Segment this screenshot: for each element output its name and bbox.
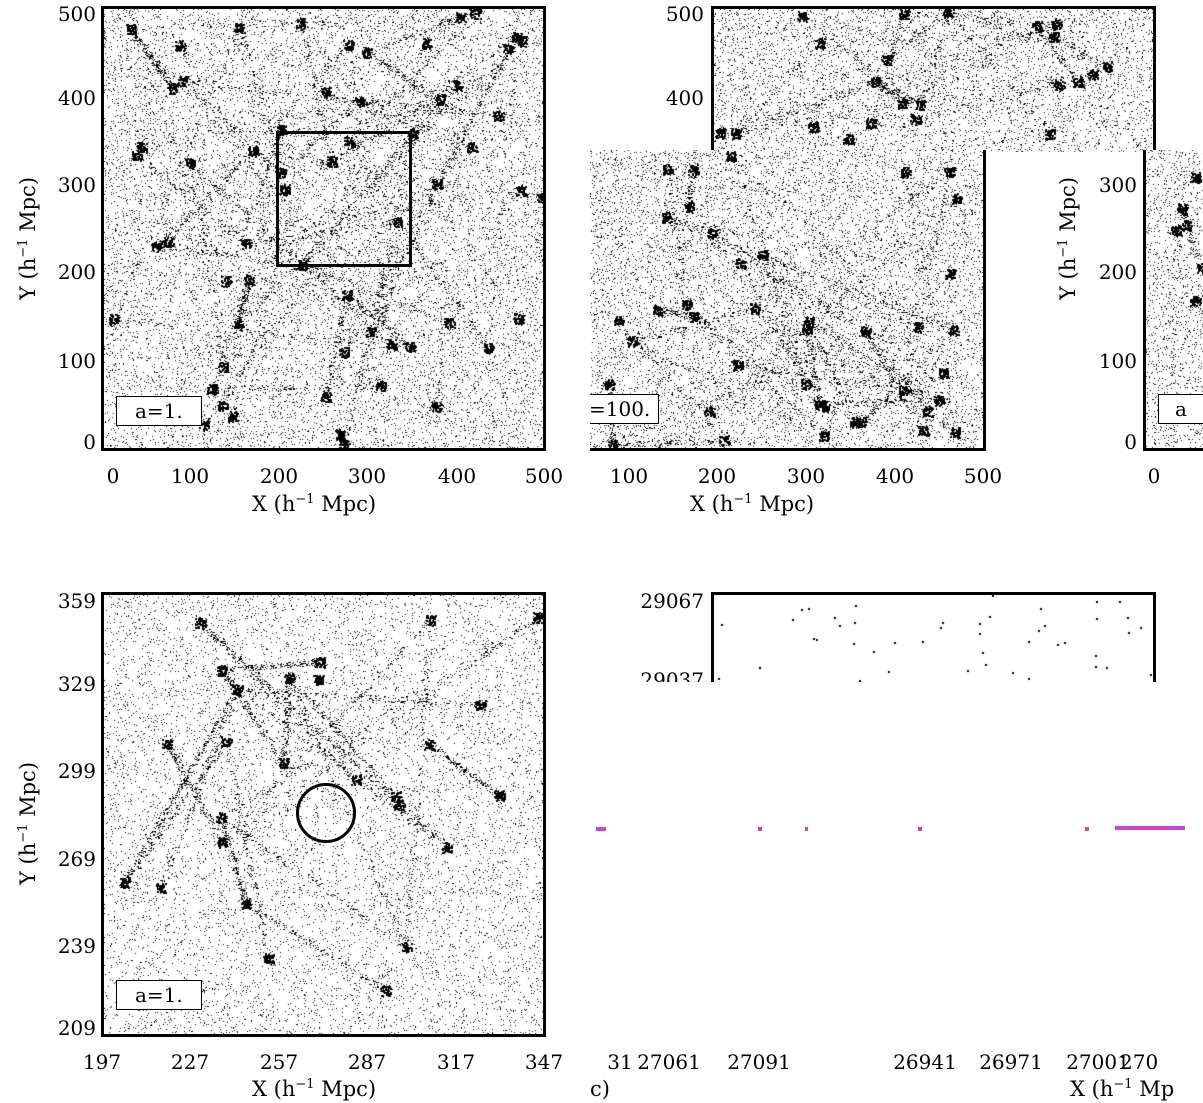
x-axis-label-suffix: Mpc): [752, 492, 815, 516]
scale-factor-label: =100.: [590, 394, 660, 424]
y-tick: 329: [57, 672, 96, 696]
x-axis-label-sup: −1: [1113, 1077, 1133, 1092]
y-tick: 300: [57, 173, 96, 197]
x-tick: 200: [697, 464, 737, 488]
x-axis-label-sup: −1: [295, 1077, 315, 1092]
y-tick: 299: [57, 759, 96, 783]
x-axis-label-prefix: X (h: [690, 492, 734, 516]
y-tick: 500: [665, 2, 704, 26]
plot-top-left: a=1.: [101, 6, 546, 451]
plot-bottom-right: [711, 592, 1156, 682]
render-artifact: [1085, 827, 1089, 831]
x-axis-label-sup: −1: [295, 492, 315, 507]
x-tick: 500: [963, 464, 1003, 488]
x-tick: 287: [347, 1050, 387, 1074]
y-axis-label: Y (h−1 Mpc): [16, 177, 40, 300]
x-axis-label: X (h−1 Mp: [1070, 1077, 1203, 1101]
x-tick: 347: [524, 1050, 564, 1074]
y-tick: 100: [1098, 349, 1137, 373]
scale-factor-label: a=1.: [116, 396, 202, 426]
x-axis-label-fragment: c): [590, 1077, 610, 1101]
y-tick: 359: [57, 589, 96, 613]
sparse-particle-map: [714, 595, 1153, 682]
x-tick: 0: [106, 464, 120, 488]
particle-density-map: [714, 9, 1153, 152]
x-tick: 400: [875, 464, 915, 488]
y-axis-label-sup: −1: [1056, 238, 1071, 258]
y-axis-label-prefix: Y (h: [16, 842, 40, 885]
x-tick: 257: [259, 1050, 299, 1074]
plot-bottom-left: a=1.: [101, 592, 546, 1037]
render-artifact: [1115, 826, 1185, 830]
x-axis-label-prefix: X (h: [252, 492, 296, 516]
x-tick: 0: [1147, 464, 1161, 488]
x-axis-label-suffix: Mpc): [314, 1077, 377, 1101]
halo-circle: [296, 783, 356, 843]
particle-density-map: [104, 9, 543, 448]
y-axis-label-suffix: Mpc): [16, 761, 40, 824]
x-axis-label-suffix: Mp: [1132, 1077, 1175, 1101]
y-axis-label-suffix: Mpc): [16, 176, 40, 239]
y-tick: 500: [57, 2, 96, 26]
y-tick: 200: [57, 260, 96, 284]
x-axis-label-prefix: X (h: [1070, 1077, 1114, 1101]
x-tick: 270: [1120, 1052, 1159, 1072]
x-tick: 27001: [1066, 1050, 1130, 1074]
y-tick: 239: [57, 934, 96, 958]
y-tick: 400: [665, 86, 704, 110]
render-artifact: [805, 827, 808, 831]
x-tick: 27091: [727, 1050, 791, 1074]
zoom-region-box: [276, 131, 412, 267]
x-tick: 26971: [979, 1050, 1043, 1074]
y-tick: 0: [1124, 430, 1137, 454]
y-tick: 200: [1098, 260, 1137, 284]
x-tick: 200: [259, 464, 299, 488]
plot-top-middle-lower: =100.: [590, 150, 986, 451]
y-axis-label-suffix: Mpc): [1056, 176, 1080, 239]
x-tick: 31: [607, 1050, 633, 1074]
y-axis-label: Y (h−1 Mpc): [16, 762, 40, 885]
x-tick: 197: [82, 1050, 122, 1074]
x-axis-label-suffix: Mpc): [314, 492, 377, 516]
x-tick: 227: [170, 1050, 210, 1074]
x-axis-label: X (h−1 Mpc): [252, 492, 376, 516]
y-tick: 29037: [640, 670, 704, 682]
y-tick: 0: [83, 430, 96, 454]
y-tick: 100: [57, 349, 96, 373]
x-tick: 26941: [893, 1050, 957, 1074]
x-tick: 300: [786, 464, 826, 488]
y-tick: 269: [57, 847, 96, 871]
y-axis-label-sup: −1: [16, 823, 31, 843]
x-tick: 317: [436, 1050, 476, 1074]
y-axis-label: Y (h−1 Mpc): [1056, 177, 1080, 300]
x-tick: 100: [609, 464, 649, 488]
x-tick: 300: [347, 464, 387, 488]
render-artifact: [918, 827, 922, 831]
y-axis-label-prefix: Y (h: [16, 257, 40, 300]
x-axis-label-sup: −1: [733, 492, 753, 507]
render-artifact: [596, 827, 606, 831]
x-tick: 100: [170, 464, 210, 488]
x-axis-label-prefix: X (h: [252, 1077, 296, 1101]
plot-top-middle-upper: [711, 6, 1156, 152]
x-axis-label: X (h−1 Mpc): [252, 1077, 376, 1101]
y-axis-label-prefix: Y (h: [1056, 257, 1080, 300]
render-artifact: [758, 827, 762, 831]
x-tick: 400: [437, 464, 477, 488]
y-tick: 300: [1098, 173, 1137, 197]
plot-top-right: a: [1143, 150, 1203, 451]
y-tick: 29067: [640, 589, 704, 613]
x-tick: 500: [524, 464, 564, 488]
y-tick: 209: [57, 1016, 96, 1040]
y-tick: 400: [57, 86, 96, 110]
y-axis-label-sup: −1: [16, 238, 31, 258]
x-axis-label: X (h−1 Mpc): [690, 492, 814, 516]
scale-factor-label: a=1.: [116, 980, 202, 1010]
scale-factor-label: a: [1158, 394, 1203, 424]
x-tick: 27061: [637, 1050, 701, 1074]
